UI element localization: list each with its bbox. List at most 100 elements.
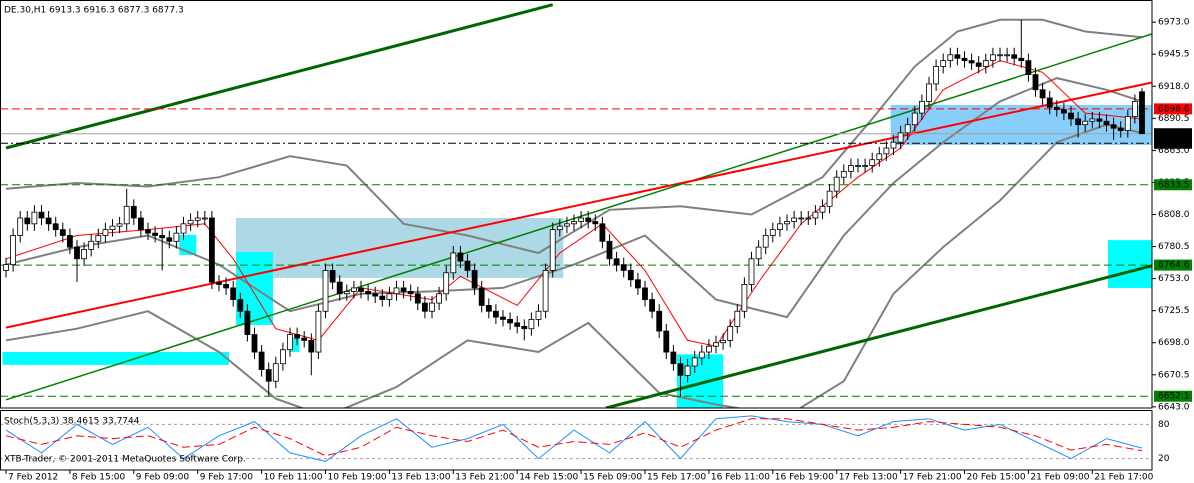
candle-body (805, 217, 812, 220)
candle-body (350, 287, 357, 292)
candle-body (166, 237, 173, 242)
level-label: 6764.6 (1158, 261, 1190, 271)
candle-body (521, 325, 528, 330)
candle-body (216, 281, 222, 285)
candle-body (81, 249, 87, 260)
candle-body (194, 217, 201, 221)
candle-body (748, 258, 755, 285)
candle-body (819, 205, 826, 213)
candle-body (791, 217, 797, 222)
candle-body (1053, 106, 1060, 110)
x-tick-label: 9 Feb 17:00 (200, 473, 254, 483)
candle-body (1061, 109, 1067, 114)
candle-body (727, 325, 734, 341)
candle-body (556, 225, 563, 231)
candle-body (336, 281, 343, 295)
zone (236, 217, 564, 278)
candle-body (1018, 57, 1025, 62)
candle-body (258, 351, 265, 370)
level-tag (1154, 137, 1192, 149)
candle-body (642, 287, 648, 300)
y-tick-label: 6808.0 (1158, 210, 1190, 220)
candle-body (429, 302, 435, 312)
level-tag (1154, 390, 1192, 402)
candle-body (52, 223, 59, 231)
candle-body (17, 217, 24, 236)
candle-body (713, 342, 719, 347)
x-tick-label: 15 Feb 17:00 (647, 473, 706, 483)
overlay-line (5, 18, 1143, 255)
candle-body (358, 287, 364, 292)
candle-body (24, 217, 31, 225)
candle-body (926, 83, 932, 102)
candle-body (152, 232, 159, 236)
candle-body (109, 225, 116, 231)
candle-body (180, 223, 187, 234)
x-tick-label: 21 Feb 09:00 (1030, 473, 1089, 483)
candle-body (201, 217, 208, 220)
candle-body (1132, 101, 1138, 117)
candle-body (123, 205, 130, 225)
stoch-title: Stoch(5,3,3) 38.4615 33.7744 (4, 417, 140, 427)
candle-body (443, 272, 450, 295)
price-panel (0, 3, 1152, 408)
candle-body (606, 240, 613, 260)
footer: XTB-Trader, © 2001-2011 MetaQuotes Softw… (4, 455, 246, 465)
candle-body (741, 284, 748, 312)
candle-body (400, 287, 407, 292)
candle-body (826, 190, 833, 207)
candle-body (592, 221, 599, 225)
candle-body (244, 310, 251, 335)
candle-body (1089, 118, 1096, 122)
zone (676, 354, 724, 408)
level-label: 6877.3 (1158, 129, 1190, 139)
candle-body (656, 310, 663, 332)
zone (290, 338, 300, 353)
x-tick-label: 17 Feb 13:00 (839, 473, 898, 483)
x-tick-label: 8 Feb 15:00 (72, 473, 126, 483)
candle-body (599, 223, 606, 242)
candle-body (635, 279, 641, 289)
candle-body (294, 334, 301, 339)
y-tick-label: 6945.5 (1158, 50, 1190, 60)
x-tick-label: 10 Feb 19:00 (328, 473, 387, 483)
candle-body (187, 219, 194, 225)
candle-body (968, 60, 975, 64)
overlay-line (605, 264, 1152, 408)
y-tick-label: 6643.0 (1158, 402, 1190, 412)
candle-body (890, 141, 897, 149)
candle-body (1075, 118, 1081, 126)
candle-body (265, 369, 272, 382)
x-tick-label: 17 Feb 21:00 (903, 473, 962, 483)
candle-body (684, 365, 691, 376)
overlay-line (5, 123, 1143, 408)
x-tick-label: 15 Feb 09:00 (583, 473, 642, 483)
x-tick-label: 13 Feb 21:00 (455, 473, 514, 483)
candle-body (88, 240, 95, 250)
y-tick-label: 6698.0 (1158, 338, 1190, 348)
candle-body (784, 221, 790, 225)
candle-body (812, 211, 819, 219)
candle-body (329, 270, 336, 283)
y-tick-label: 80 (1158, 420, 1170, 430)
candle-body (869, 159, 876, 166)
candle-body (237, 299, 244, 312)
candle-body (649, 299, 655, 312)
candle-body (514, 322, 521, 327)
candle-body (59, 229, 66, 236)
level-tag (1154, 128, 1192, 140)
candle-body (997, 54, 1003, 57)
candle-body (1103, 120, 1110, 126)
candle-body (755, 246, 762, 260)
candle-body (386, 293, 393, 300)
x-tick-label: 7 Feb 2012 (8, 473, 58, 483)
level-label: 6833.5 (1158, 180, 1190, 190)
zone (2, 352, 229, 365)
candle-body (564, 223, 570, 227)
candle-body (450, 252, 457, 274)
candle-body (542, 270, 549, 312)
candle-body (698, 351, 705, 359)
candle-body (507, 319, 514, 324)
level-tag (1154, 179, 1192, 191)
